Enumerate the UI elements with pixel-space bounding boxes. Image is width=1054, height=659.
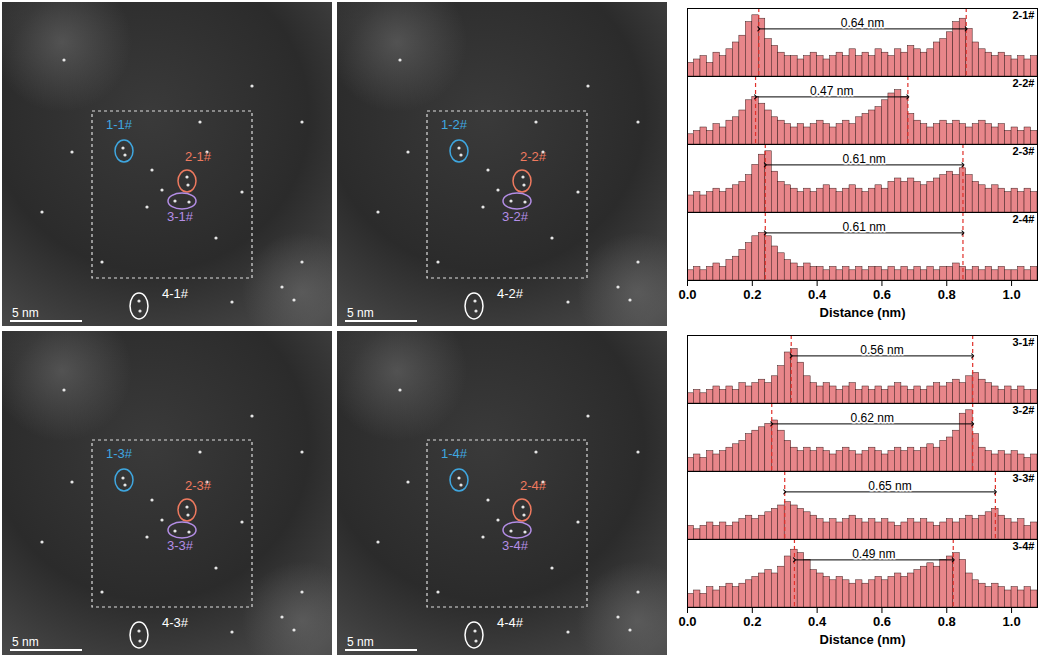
svg-text:5 nm: 5 nm: [12, 635, 39, 649]
svg-text:2-4#: 2-4#: [1012, 213, 1034, 225]
svg-text:2-1#: 2-1#: [185, 149, 212, 164]
svg-text:2-2#: 2-2#: [1012, 77, 1034, 89]
svg-text:0.0: 0.0: [678, 614, 696, 629]
svg-text:0.61 nm: 0.61 nm: [842, 220, 885, 234]
svg-text:0.8: 0.8: [938, 614, 956, 629]
svg-text:0.64 nm: 0.64 nm: [841, 16, 884, 30]
svg-text:3-2#: 3-2#: [1012, 404, 1034, 416]
svg-text:3-1#: 3-1#: [1012, 336, 1034, 348]
svg-text:2-1#: 2-1#: [1012, 9, 1034, 21]
svg-text:0.56 nm: 0.56 nm: [860, 343, 903, 357]
svg-text:2-4#: 2-4#: [520, 478, 547, 493]
svg-text:0.8: 0.8: [938, 287, 956, 302]
svg-text:4-3#: 4-3#: [162, 615, 189, 630]
svg-text:0.62 nm: 0.62 nm: [851, 411, 894, 425]
svg-text:2-3#: 2-3#: [1012, 145, 1034, 157]
svg-text:2-3#: 2-3#: [185, 478, 212, 493]
svg-text:0.6: 0.6: [873, 614, 891, 629]
svg-text:5 nm: 5 nm: [12, 306, 39, 320]
svg-text:3-2#: 3-2#: [502, 209, 529, 224]
svg-text:4-1#: 4-1#: [162, 286, 189, 301]
svg-text:0.0: 0.0: [678, 287, 696, 302]
svg-text:0.4: 0.4: [808, 287, 827, 302]
svg-text:3-4#: 3-4#: [502, 538, 529, 553]
svg-text:4-2#: 4-2#: [497, 286, 524, 301]
svg-text:5 nm: 5 nm: [347, 635, 374, 649]
svg-text:0.47 nm: 0.47 nm: [810, 84, 853, 98]
svg-text:0.2: 0.2: [743, 287, 761, 302]
svg-text:Distance (nm): Distance (nm): [820, 305, 906, 320]
svg-text:1.0: 1.0: [1003, 287, 1021, 302]
svg-text:3-1#: 3-1#: [167, 209, 194, 224]
svg-text:0.61 nm: 0.61 nm: [842, 152, 885, 166]
svg-text:Distance (nm): Distance (nm): [820, 632, 906, 647]
svg-text:1.0: 1.0: [1003, 614, 1021, 629]
svg-text:3-4#: 3-4#: [1012, 540, 1034, 552]
svg-text:0.65 nm: 0.65 nm: [868, 479, 911, 493]
svg-text:0.4: 0.4: [808, 614, 827, 629]
svg-text:0.2: 0.2: [743, 614, 761, 629]
svg-text:4-4#: 4-4#: [497, 615, 524, 630]
svg-text:1-1#: 1-1#: [106, 117, 133, 132]
svg-text:3-3#: 3-3#: [1012, 472, 1034, 484]
svg-text:0.49 nm: 0.49 nm: [852, 547, 895, 561]
svg-text:1-2#: 1-2#: [441, 117, 468, 132]
svg-text:1-4#: 1-4#: [441, 446, 468, 461]
svg-text:3-3#: 3-3#: [167, 538, 194, 553]
svg-text:1-3#: 1-3#: [106, 446, 133, 461]
svg-text:2-2#: 2-2#: [520, 149, 547, 164]
svg-text:5 nm: 5 nm: [347, 306, 374, 320]
svg-text:0.6: 0.6: [873, 287, 891, 302]
